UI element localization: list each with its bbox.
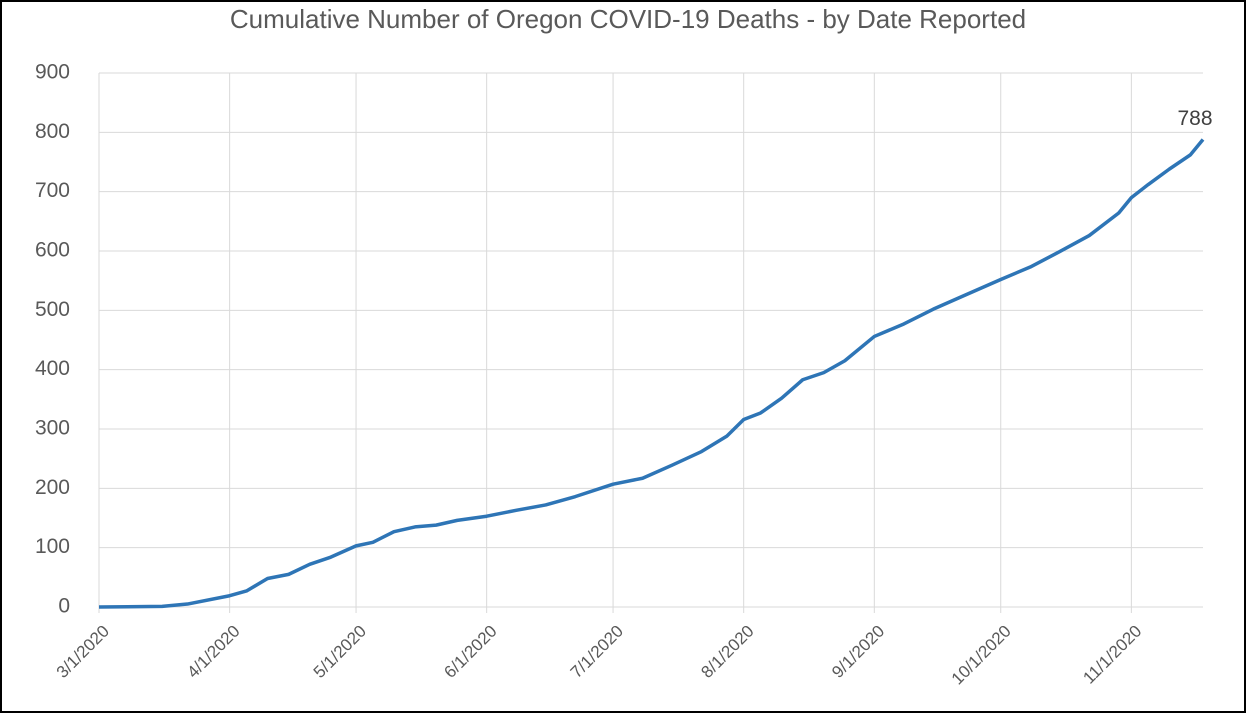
y-tick-label: 600	[35, 239, 70, 262]
y-tick-label: 200	[35, 476, 70, 499]
y-tick-label: 100	[35, 535, 70, 558]
y-tick-label: 800	[35, 120, 70, 143]
y-tick-label: 400	[35, 357, 70, 380]
y-tick-label: 500	[35, 298, 70, 321]
y-tick-label: 700	[35, 179, 70, 202]
y-tick-label: 900	[35, 61, 70, 84]
data-line	[98, 138, 1205, 609]
data-label: 788	[1177, 107, 1212, 130]
y-tick-label: 300	[35, 417, 70, 440]
y-tick-label: 0	[58, 595, 70, 618]
chart-title: Cumulative Number of Oregon COVID-19 Dea…	[230, 4, 1026, 34]
